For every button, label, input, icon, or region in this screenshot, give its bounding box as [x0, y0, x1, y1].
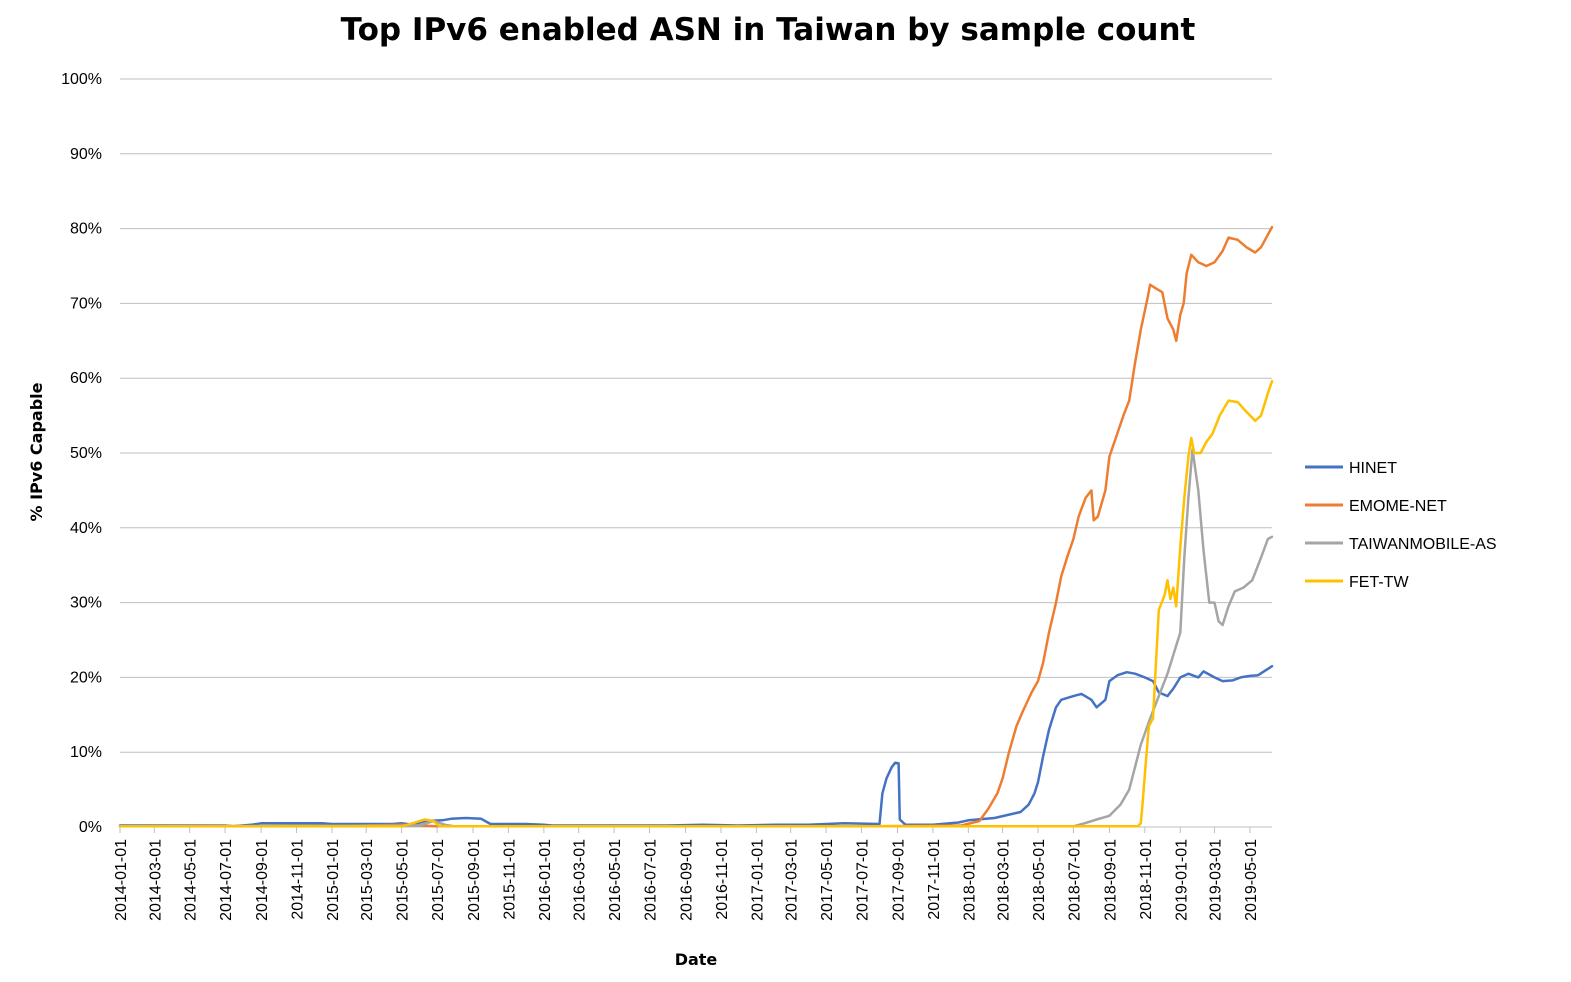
y-axis-ticks: 0% 10% 20% 30% 40% 50% 60% 70% 80% 90% 100% [61, 71, 102, 836]
x-tick-label: 2016-09-01 [679, 839, 696, 921]
legend: HINET EMOME-NET TAIWANMOBILE-AS FET-TW [1305, 460, 1497, 591]
legend-label: FET-TW [1349, 574, 1409, 591]
series-lines [118, 225, 1274, 828]
legend-label: HINET [1349, 460, 1397, 477]
series-line-fet-tw [118, 379, 1274, 828]
chart-title: Top IPv6 enabled ASN in Taiwan by sample… [341, 12, 1196, 48]
x-tick-label: 2015-11-01 [501, 839, 518, 920]
y-tick-label: 40% [70, 520, 102, 537]
x-tick-label: 2016-11-01 [714, 839, 731, 920]
x-tick-label: 2016-03-01 [572, 839, 589, 921]
x-tick-label: 2014-09-01 [254, 839, 271, 921]
x-tick-label: 2014-11-01 [290, 839, 307, 920]
x-tick-label: 2018-05-01 [1031, 839, 1048, 921]
gridlines [120, 78, 1272, 828]
y-tick-label: 100% [61, 71, 102, 88]
x-tick-label: 2015-05-01 [395, 839, 412, 921]
y-axis-title: % IPv6 Capable [27, 382, 46, 521]
x-tick-label: 2017-03-01 [784, 839, 801, 921]
legend-label: EMOME-NET [1349, 498, 1447, 515]
x-tick-label: 2018-09-01 [1102, 839, 1119, 921]
x-tick-label: 2018-11-01 [1138, 839, 1155, 920]
x-axis-title: Date [675, 950, 718, 969]
legend-label: TAIWANMOBILE-AS [1349, 536, 1497, 553]
x-tick-label: 2017-07-01 [854, 839, 871, 921]
series-line-taiwanmobile-as [118, 448, 1274, 828]
y-tick-label: 50% [70, 445, 102, 462]
x-tick-label: 2016-01-01 [537, 839, 554, 921]
x-tick-label: 2015-03-01 [359, 839, 376, 921]
x-tick-label: 2016-07-01 [643, 839, 660, 921]
y-tick-label: 10% [70, 744, 102, 761]
x-tick-label: 2019-01-01 [1173, 839, 1190, 921]
y-tick-label: 70% [70, 295, 102, 312]
x-tick-label: 2014-07-01 [218, 839, 235, 921]
y-tick-label: 30% [70, 595, 102, 612]
x-tick-label: 2015-09-01 [466, 839, 483, 921]
y-tick-label: 90% [70, 146, 102, 163]
y-tick-label: 20% [70, 669, 102, 686]
y-tick-label: 80% [70, 221, 102, 238]
y-tick-label: 0% [79, 819, 102, 836]
x-tick-label: 2015-01-01 [325, 839, 342, 921]
x-tick-label: 2017-01-01 [749, 839, 766, 921]
x-tick-label: 2019-05-01 [1243, 839, 1260, 921]
x-axis-ticks: 2014-01-01 2014-03-01 2014-05-01 2014-07-01… [113, 827, 1260, 921]
x-tick-label: 2017-05-01 [819, 839, 836, 921]
x-tick-label: 2018-03-01 [996, 839, 1013, 921]
x-tick-label: 2015-07-01 [430, 839, 447, 921]
x-tick-label: 2018-07-01 [1066, 839, 1083, 921]
x-tick-label: 2014-03-01 [147, 839, 164, 921]
series-line-emome-net [118, 225, 1274, 828]
x-tick-label: 2017-09-01 [890, 839, 907, 921]
x-tick-label: 2014-05-01 [183, 839, 200, 921]
x-tick-label: 2017-11-01 [926, 839, 943, 920]
x-tick-label: 2019-03-01 [1208, 839, 1225, 921]
x-tick-label: 2016-05-01 [607, 839, 624, 921]
x-tick-label: 2018-01-01 [961, 839, 978, 921]
y-tick-label: 60% [70, 370, 102, 387]
series-line-hinet [118, 664, 1274, 828]
x-tick-label: 2014-01-01 [113, 839, 130, 921]
